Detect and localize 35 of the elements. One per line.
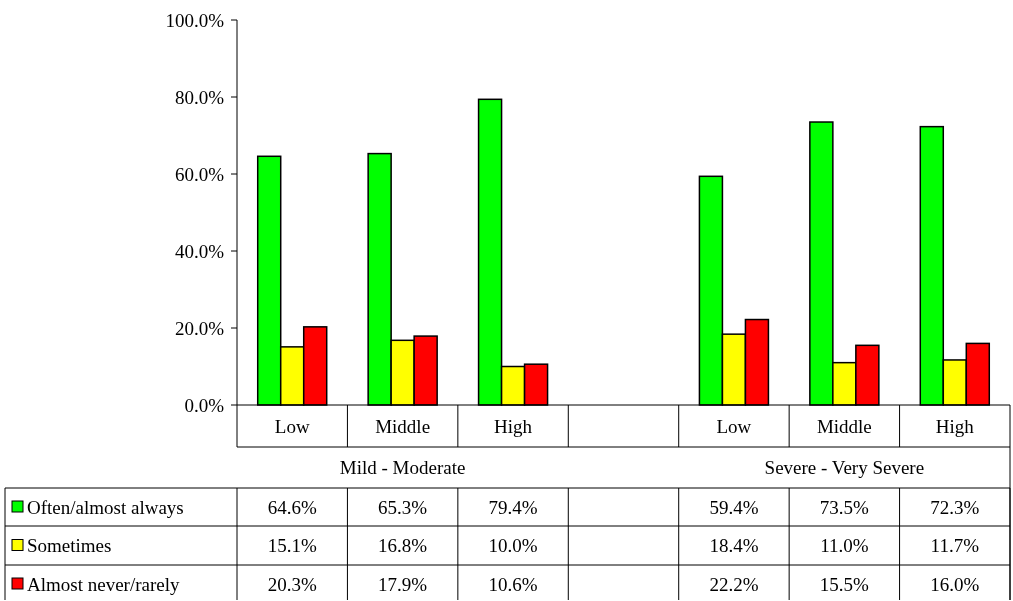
data-label: 20.3% [267, 573, 317, 595]
data-label: 10.6% [488, 573, 538, 595]
y-tick-label: 20.0% [174, 317, 225, 339]
y-tick-label: 60.0% [174, 163, 225, 185]
data-label: 65.3% [378, 496, 428, 518]
data-label: 16.0% [930, 573, 980, 595]
y-tick-label: 0.0% [184, 394, 225, 416]
data-label: 73.5% [819, 496, 870, 518]
data-label: 17.9% [378, 573, 428, 595]
data-label: 11.0% [820, 535, 869, 557]
legend-label: Sometimes [27, 535, 112, 557]
data-label: 72.3% [930, 496, 980, 518]
x-tick-label: High [935, 415, 975, 437]
data-label: 79.4% [488, 496, 538, 518]
data-label: 10.0% [488, 535, 538, 557]
x-tick-label: Middle [816, 415, 872, 437]
data-label: 16.8% [378, 535, 428, 557]
legend-label: Almost never/rarely [27, 573, 180, 595]
data-label: 18.4% [709, 535, 759, 557]
data-label: 11.7% [930, 535, 980, 557]
data-label: 15.5% [819, 573, 870, 595]
y-tick-label: 80.0% [174, 86, 225, 108]
data-label: 64.6% [267, 496, 317, 518]
y-tick-label: 100.0% [165, 9, 225, 31]
text: Mild - Moderate [339, 457, 466, 479]
data-label: 59.4% [709, 496, 759, 518]
data-label: 15.1% [267, 535, 317, 557]
x-tick-label: Low [716, 415, 752, 437]
x-tick-label: Low [274, 415, 310, 437]
x-tick-label: High [494, 415, 533, 437]
x-tick-label: Middle [375, 415, 431, 437]
text: Severe - Very Severe [764, 457, 925, 479]
data-label: 22.2% [709, 573, 759, 595]
y-tick-label: 40.0% [174, 240, 225, 262]
legend-label: Often/almost always [27, 496, 184, 518]
